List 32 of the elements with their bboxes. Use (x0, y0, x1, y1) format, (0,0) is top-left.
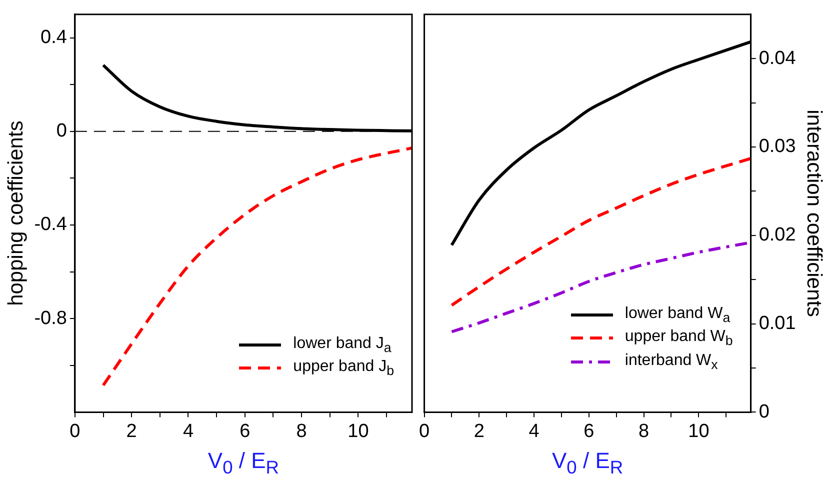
y2-tick-label: 0.04 (758, 48, 796, 69)
x-tick-label: 2 (474, 420, 484, 442)
x-tick-label: 6 (240, 420, 250, 442)
x-tick-label: 10 (688, 420, 710, 442)
x-tick-label: 2 (126, 420, 137, 442)
x-tick-label: 4 (182, 420, 194, 442)
x-tick-label: 8 (296, 420, 307, 442)
x-tick-label: 6 (584, 420, 594, 442)
line-series (102, 146, 412, 387)
legend-label: lower band J$_{a}$ (293, 335, 392, 356)
y2-tick-label: 0 (758, 401, 770, 422)
x-tick-label: 10 (348, 420, 369, 442)
y-tick-label: -0.4 (34, 214, 68, 236)
x-axis-title: V$_{0}$ / E$_{R}$ (208, 448, 280, 478)
y-tick-label: -0.8 (34, 308, 67, 329)
x-tick-label: 0 (418, 420, 430, 442)
y2-axis-title: interaction coefficients (802, 110, 826, 318)
y-tick-label: 0.4 (40, 27, 68, 48)
y-axis-title: hopping coefficients (4, 120, 28, 306)
legend-label: interband W$_{x}$ (624, 352, 718, 372)
legend-label: lower band W$_{a}$ (624, 305, 730, 326)
y2-tick-label: 0.01 (758, 313, 796, 334)
x-tick-label: 8 (638, 420, 650, 442)
x-tick-label: 0 (70, 420, 80, 442)
x-tick-label: 4 (528, 420, 540, 442)
x-axis-title: V$_{0}$ / E$_{R}$ (552, 448, 624, 478)
y2-tick-label: 0.03 (758, 136, 796, 158)
line-series (450, 156, 751, 307)
legend-label: upper band W$_{b}$ (624, 328, 733, 349)
y-tick-label: 0 (56, 120, 67, 142)
y2-tick-label: 0.02 (758, 224, 796, 246)
legend-label: upper band J$_{b}$ (293, 358, 394, 379)
